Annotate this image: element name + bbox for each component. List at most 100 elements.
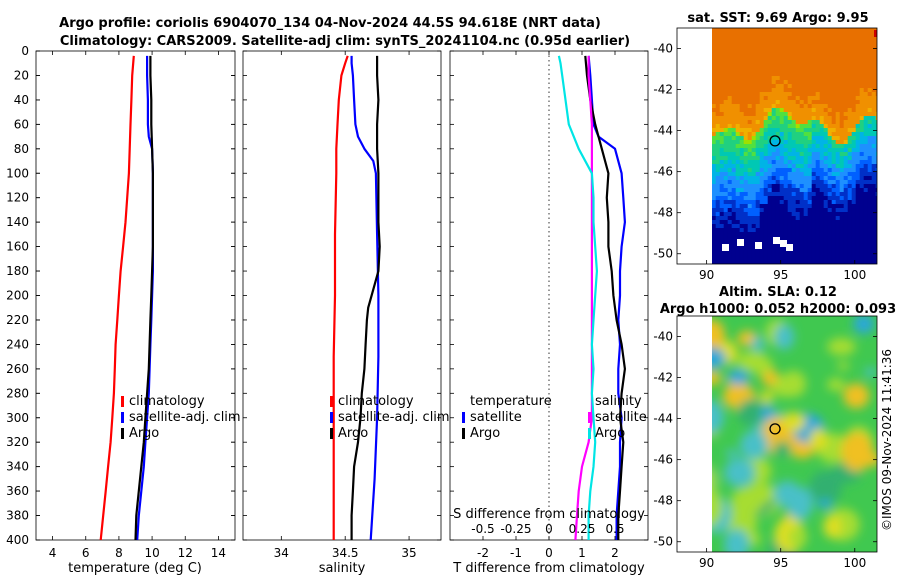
- sst-cell: [727, 188, 732, 193]
- sst-cell: [795, 140, 800, 145]
- sst-cell: [719, 212, 724, 217]
- depth-tick-label: 240: [6, 337, 29, 351]
- sst-cell: [755, 80, 760, 85]
- sst-cell: [819, 148, 824, 153]
- sst-cell: [807, 128, 812, 133]
- sst-cell: [835, 228, 840, 233]
- sst-cell: [871, 32, 876, 37]
- sst-cell: [843, 40, 848, 45]
- sst-cell: [791, 112, 796, 117]
- sst-cell: [811, 92, 816, 97]
- sst-cell: [755, 164, 760, 169]
- sst-cell: [755, 52, 760, 57]
- sst-cell: [795, 36, 800, 41]
- sst-cell: [743, 96, 748, 101]
- sst-cell: [759, 172, 764, 177]
- sst-cell: [763, 132, 768, 137]
- sst-cell: [743, 88, 748, 93]
- sst-cell: [735, 200, 740, 205]
- sst-cell: [747, 260, 752, 264]
- sst-cell: [767, 100, 772, 105]
- sst-cell: [855, 184, 860, 189]
- sst-cell: [839, 108, 844, 113]
- sst-cell: [863, 128, 868, 133]
- sst-cell: [712, 104, 716, 109]
- x-tick-label: 1: [578, 546, 586, 560]
- sst-cell: [779, 72, 784, 77]
- sst-cell: [708, 144, 712, 148]
- sst-cell: [712, 216, 716, 221]
- sst-cell: [847, 92, 852, 97]
- sst-cell: [795, 204, 800, 209]
- sst-cell: [863, 108, 868, 113]
- sst-cell: [811, 232, 816, 237]
- sst-cell: [708, 232, 712, 236]
- sst-cell: [727, 228, 732, 233]
- sst-cell: [739, 96, 744, 101]
- sst-cell: [715, 116, 720, 121]
- sst-cell: [819, 168, 824, 173]
- sst-cell: [755, 96, 760, 101]
- sst-cell: [743, 180, 748, 185]
- sst-cell: [843, 188, 848, 193]
- sst-cell: [815, 104, 820, 109]
- sst-missing-cell: [737, 239, 744, 246]
- sst-cell: [751, 96, 756, 101]
- sst-cell: [715, 72, 720, 77]
- sst-cell: [811, 180, 816, 185]
- sst-cell: [759, 72, 764, 77]
- sst-cell: [715, 192, 720, 197]
- sst-cell: [875, 68, 877, 73]
- sst-cell: [712, 44, 716, 49]
- sst-cell: [783, 156, 788, 161]
- sst-cell: [731, 108, 736, 113]
- sst-cell: [827, 216, 832, 221]
- sst-cell: [811, 112, 816, 117]
- sst-cell: [735, 140, 740, 145]
- sst-cell: [731, 256, 736, 261]
- sst-cell: [839, 228, 844, 233]
- sst-cell: [771, 52, 776, 57]
- sst-cell: [739, 60, 744, 65]
- sst-cell: [867, 116, 872, 121]
- sst-cell: [743, 256, 748, 261]
- sst-cell: [704, 76, 708, 80]
- legend-title-salinity: salinity: [595, 394, 642, 409]
- sst-cell: [759, 76, 764, 81]
- sst-cell: [704, 48, 708, 52]
- sst-cell: [863, 104, 868, 109]
- sst-cell: [755, 196, 760, 201]
- sst-cell: [823, 148, 828, 153]
- sst-cell: [779, 168, 784, 173]
- sst-cell: [847, 228, 852, 233]
- sst-cell: [859, 120, 864, 125]
- sst-cell: [855, 96, 860, 101]
- sst-cell: [783, 72, 788, 77]
- sst-cell: [759, 32, 764, 37]
- sst-cell: [831, 148, 836, 153]
- sst-cell: [795, 184, 800, 189]
- sst-cell: [835, 44, 840, 49]
- sst-cell: [803, 64, 808, 69]
- sst-cell: [771, 76, 776, 81]
- sst-cell: [715, 140, 720, 145]
- sst-cell: [779, 144, 784, 149]
- sst-cell: [708, 56, 712, 60]
- sst-cell: [851, 256, 856, 261]
- sst-cell: [831, 220, 836, 225]
- sst-cell: [715, 200, 720, 205]
- sst-cell: [747, 180, 752, 185]
- sst-cell: [823, 104, 828, 109]
- sst-cell: [712, 188, 716, 193]
- sst-cell: [743, 140, 748, 145]
- sst-cell: [723, 132, 728, 137]
- sst-cell: [843, 176, 848, 181]
- sst-cell: [871, 124, 876, 129]
- sst-cell: [715, 160, 720, 165]
- sst-cell: [731, 224, 736, 229]
- sst-cell: [783, 52, 788, 57]
- sst-cell: [859, 84, 864, 89]
- sst-cell: [839, 232, 844, 237]
- sst-cell: [771, 220, 776, 225]
- sst-cell: [751, 192, 756, 197]
